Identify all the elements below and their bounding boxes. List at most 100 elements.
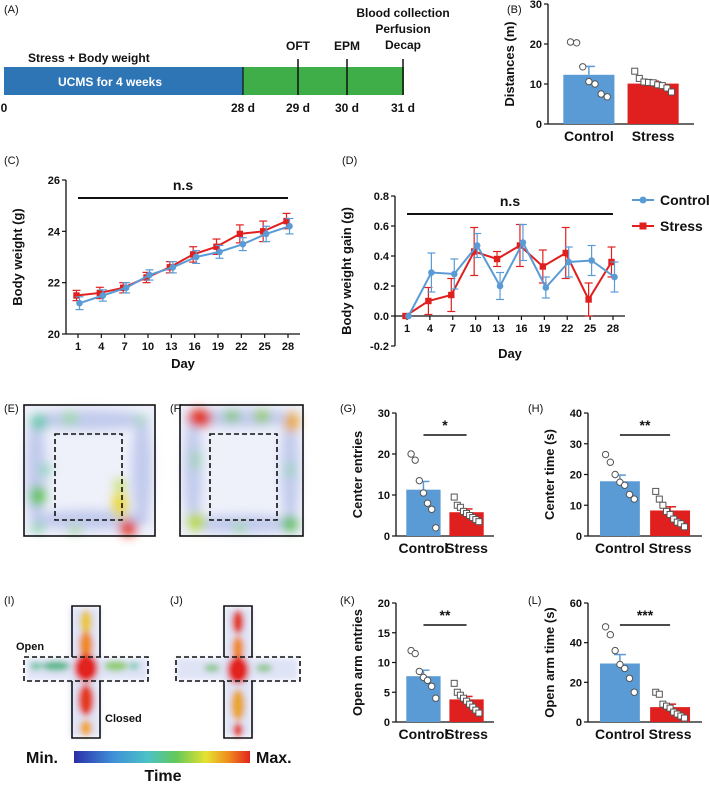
stress-label: Stress + Body weight <box>28 51 150 65</box>
data-point <box>630 495 638 503</box>
data-point <box>450 493 458 501</box>
series-line-control <box>79 225 290 305</box>
y-tick-label: 30 <box>378 408 390 420</box>
test-bar <box>243 67 404 95</box>
data-point <box>122 284 130 292</box>
data-point <box>663 84 671 92</box>
y-axis-label: Open arm entries <box>350 609 365 716</box>
y-tick-label: 24 <box>48 226 61 238</box>
data-point <box>625 674 634 683</box>
significance-label: ** <box>440 607 451 623</box>
day-30-label: 30 d <box>335 101 359 115</box>
data-point <box>73 292 80 299</box>
y-tick-label: 20 <box>378 449 390 461</box>
data-point <box>146 271 153 279</box>
y-tick-label: 5 <box>384 687 390 699</box>
y-tick-label: 20 <box>378 598 390 610</box>
data-point <box>606 631 615 639</box>
data-point <box>259 228 267 235</box>
data-point <box>542 284 550 291</box>
data-point <box>427 682 436 690</box>
x-tick-label: 25 <box>584 323 596 335</box>
x-tick-label: 13 <box>165 341 177 353</box>
y-tick-label: 30 <box>530 0 542 11</box>
data-point <box>450 679 458 687</box>
ucms-bar <box>4 67 243 95</box>
panel-label-h: (H) <box>528 403 543 415</box>
x-tick-label: 13 <box>492 323 504 335</box>
y-tick-label: -0.2 <box>370 341 389 353</box>
closed-label: Closed <box>105 713 142 725</box>
day-28-label: 28 d <box>231 101 255 115</box>
data-point <box>601 623 610 631</box>
panel-label-j: (J) <box>170 595 183 607</box>
category-label: Control <box>399 726 449 742</box>
data-point <box>470 248 478 255</box>
scale-title: Time <box>144 768 181 785</box>
x-tick-label: 25 <box>259 341 271 353</box>
data-point <box>286 222 293 230</box>
data-point <box>76 299 83 307</box>
data-point <box>680 523 688 531</box>
x-tick-label: 28 <box>282 341 294 353</box>
significance-label: * <box>442 417 448 433</box>
data-point <box>630 688 638 696</box>
panel-label-e: (E) <box>4 403 19 415</box>
data-point <box>283 217 290 225</box>
x-tick-label: 19 <box>538 323 550 335</box>
legend-marker <box>639 196 647 204</box>
data-point <box>597 90 605 98</box>
blood-collection-label: Blood collection <box>356 6 449 20</box>
closed-arm-bottom <box>223 681 253 739</box>
data-point <box>189 251 197 258</box>
data-point <box>192 253 200 261</box>
day-31-label: 31 d <box>391 101 415 115</box>
data-point <box>216 248 223 256</box>
center-zone <box>54 433 123 521</box>
category-label: Stress <box>649 540 692 556</box>
legend-label: Stress <box>660 218 703 234</box>
significance-label: n.s <box>173 177 193 193</box>
y-tick-label: 20 <box>570 677 582 689</box>
center-zone <box>209 433 278 521</box>
y-axis-label: Distances (m) <box>502 21 517 106</box>
category-label: Control <box>399 540 449 556</box>
data-point <box>473 242 481 249</box>
panel-label-a: (A) <box>4 4 19 16</box>
significance-label: *** <box>637 607 654 623</box>
data-point <box>96 289 104 297</box>
panel-a-timeline: (A) Stress + Body weight UCMS for 4 week… <box>1 4 450 115</box>
bar-control <box>599 481 640 536</box>
series-line-control <box>407 240 616 317</box>
y-tick-label: 0.2 <box>374 281 389 293</box>
x-tick-label: 28 <box>607 323 619 335</box>
data-point <box>565 258 573 266</box>
closed-arm-top <box>223 605 253 657</box>
data-point <box>496 282 504 290</box>
panel-d-weight-gain-chart: -0.2 0.0 0.2 0.4 0.6 0.8 1 4 7 10 13 16 19 22 25 28 n.s D… <box>339 191 709 361</box>
panel-label-k: (K) <box>340 595 355 607</box>
heat-blobs <box>184 409 300 533</box>
data-point <box>169 263 177 271</box>
data-point <box>415 476 424 485</box>
y-tick-label: 60 <box>570 598 582 610</box>
y-tick-label: 20 <box>48 329 60 341</box>
open-arms <box>175 656 301 682</box>
y-tick-label: 22 <box>48 278 60 290</box>
x-tick-label: 10 <box>470 323 482 335</box>
category-label: Control <box>595 540 645 556</box>
data-point <box>262 230 270 238</box>
y-tick-label: 26 <box>48 175 60 187</box>
oft-label: OFT <box>286 39 311 53</box>
x-tick-label: 7 <box>450 323 456 335</box>
category-label: Stress <box>445 540 488 556</box>
data-point <box>415 667 424 676</box>
data-point <box>427 505 436 514</box>
data-point <box>213 243 220 250</box>
data-point <box>585 77 593 86</box>
data-point <box>611 646 619 655</box>
panel-label-l: (L) <box>528 595 541 607</box>
data-point <box>666 704 674 712</box>
data-point <box>411 649 419 658</box>
